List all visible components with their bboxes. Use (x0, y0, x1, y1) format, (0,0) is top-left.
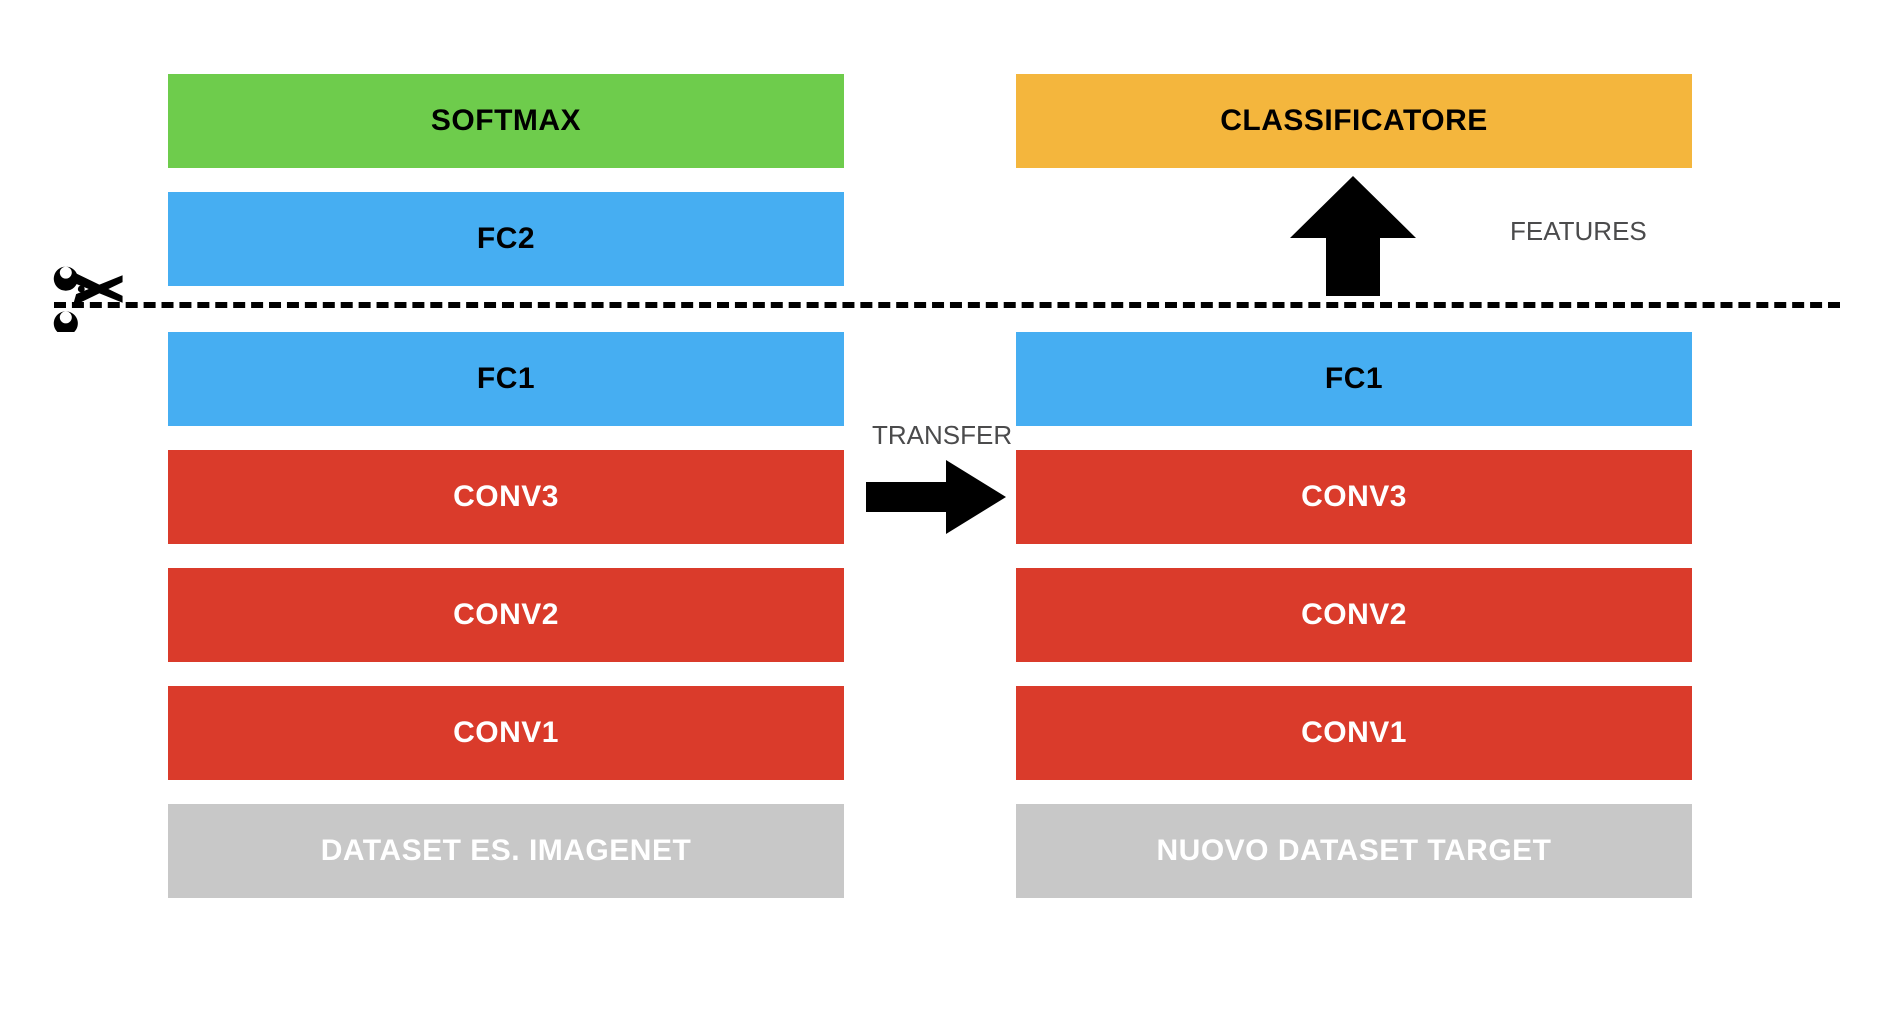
right-conv3-layer: CONV3 (1016, 450, 1692, 544)
left-conv3-layer: CONV3 (168, 450, 844, 544)
transfer-arrow-icon (866, 460, 1006, 534)
left-fc2-layer: FC2 (168, 192, 844, 286)
left-conv2-layer: CONV2 (168, 568, 844, 662)
left-conv1-layer: CONV1 (168, 686, 844, 780)
features-arrow-icon (1290, 176, 1416, 296)
left-dataset-layer: DATASET ES. IMAGENET (168, 804, 844, 898)
features-label: FEATURES (1510, 216, 1647, 247)
right-dataset-layer: NUOVO DATASET TARGET (1016, 804, 1692, 898)
left-fc1-layer: FC1 (168, 332, 844, 426)
transfer-label: TRANSFER (872, 420, 1012, 451)
scissors-icon (40, 246, 126, 332)
right-fc1-layer: FC1 (1016, 332, 1692, 426)
right-classifier-layer: CLASSIFICATORE (1016, 74, 1692, 168)
right-conv1-layer: CONV1 (1016, 686, 1692, 780)
right-conv2-layer: CONV2 (1016, 568, 1692, 662)
left-softmax-layer: SOFTMAX (168, 74, 844, 168)
cut-line (54, 302, 1840, 308)
